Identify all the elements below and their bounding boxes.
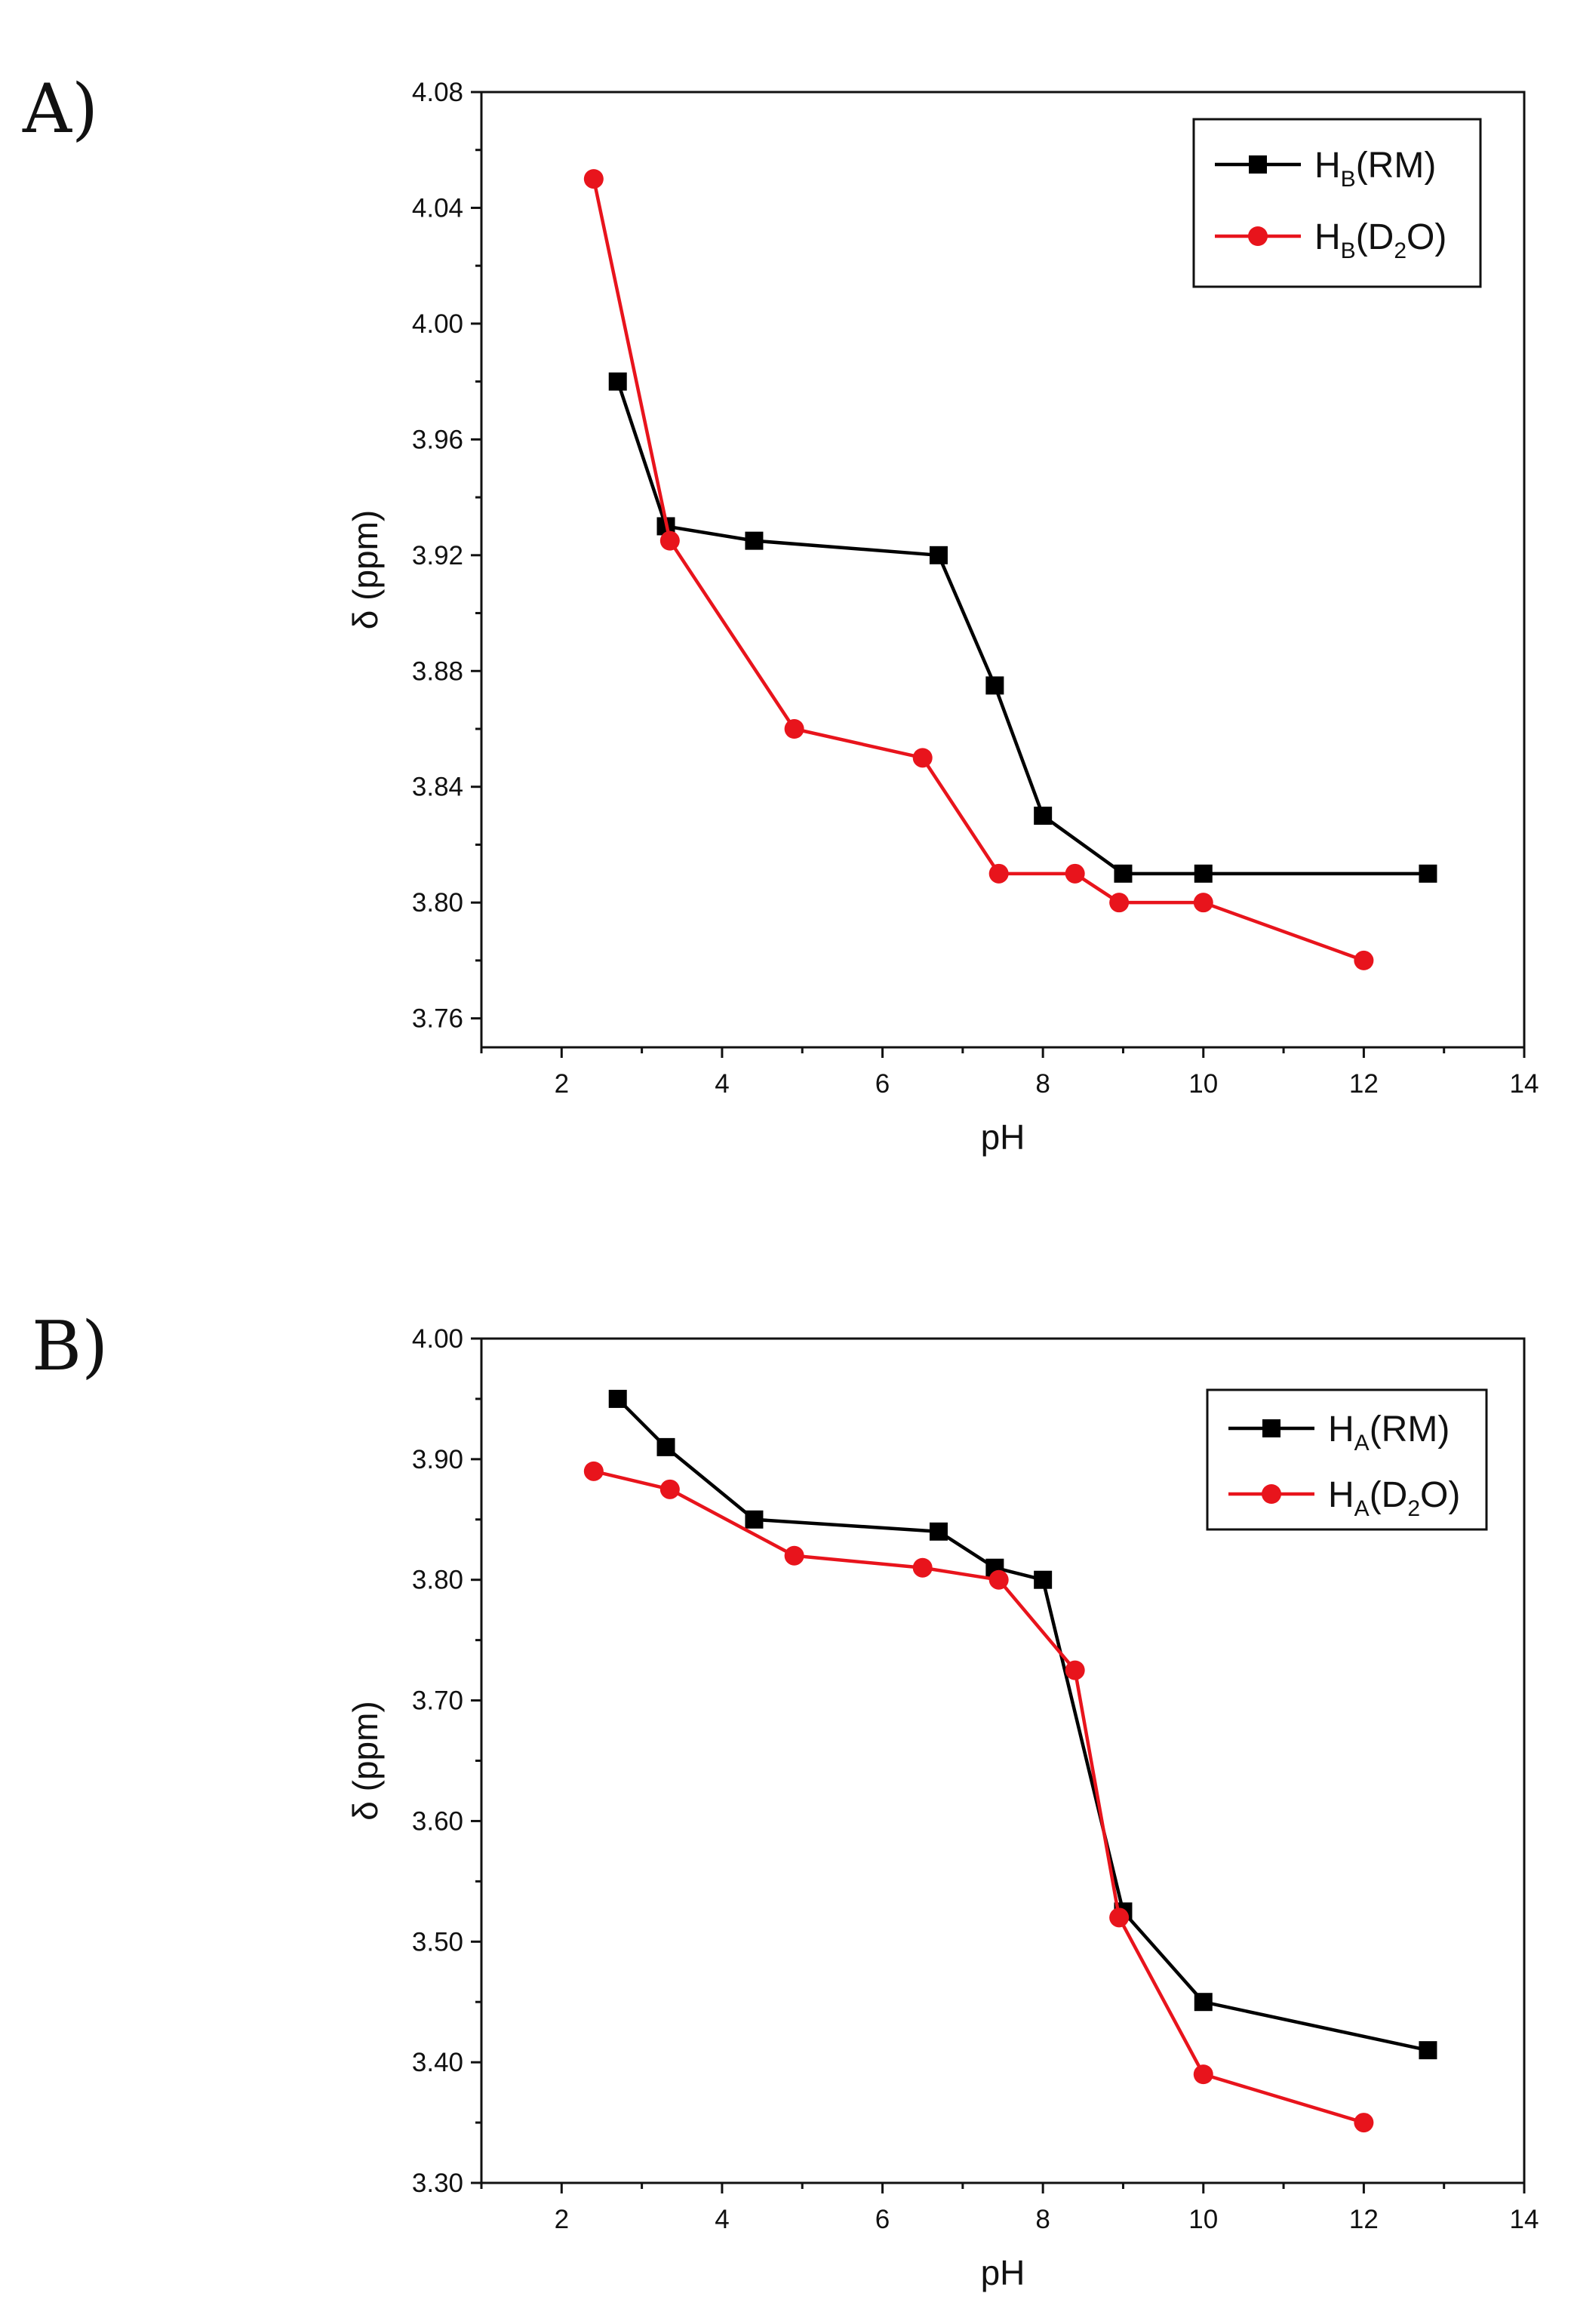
- data-point-circle: [1354, 950, 1374, 970]
- legend-marker-circle: [1262, 1484, 1281, 1504]
- data-point-square: [745, 1510, 764, 1529]
- data-point-circle: [784, 719, 804, 739]
- data-point-square: [1194, 864, 1213, 883]
- data-point-circle: [659, 530, 680, 551]
- y-tick-label: 3.84: [412, 773, 463, 802]
- y-tick-label: 4.00: [412, 1324, 463, 1354]
- data-point-square: [656, 1437, 675, 1456]
- x-tick-label: 2: [555, 2205, 569, 2234]
- y-tick-label: 4.04: [412, 193, 463, 223]
- legend-label: HB(RM): [1314, 146, 1436, 192]
- legend-box: [1192, 118, 1482, 288]
- chart-a: 2 4 6 8 10 12 14 3.76 3.80 3.84 3.88 3.92 3.96 4.00 4.…: [346, 78, 1539, 1157]
- legend-marker-circle: [1248, 226, 1268, 246]
- series-line-d2o: [592, 178, 1365, 963]
- x-tick-label: 14: [1510, 1069, 1539, 1099]
- data-point-circle: [1193, 893, 1213, 913]
- data-point-square: [1034, 1570, 1053, 1589]
- data-point-circle: [912, 748, 933, 768]
- data-point-circle: [1109, 1907, 1130, 1928]
- data-point-circle: [583, 1461, 604, 1481]
- x-tick-label: 2: [555, 1069, 569, 1099]
- y-tick-label: 3.40: [412, 2048, 463, 2077]
- x-tick-label: 4: [715, 1069, 729, 1099]
- x-tick-label: 12: [1349, 2205, 1379, 2234]
- y-tick-label: 3.88: [412, 656, 463, 686]
- chart-b: 2 4 6 8 10 12 14 3.30 3.40 3.50 3.60 3.70 3.80 3.90 4.…: [346, 1324, 1539, 2292]
- y-tick-label: 3.80: [412, 888, 463, 918]
- y-tick-label: 3.90: [412, 1445, 463, 1474]
- data-point-square: [929, 1522, 948, 1541]
- legend: HA(RM) HA(D2O): [1206, 1388, 1488, 1531]
- plot-frame: [480, 91, 1526, 1049]
- data-point-circle: [912, 1557, 933, 1578]
- y-tick-label: 3.70: [412, 1686, 463, 1716]
- series-line-d2o: [593, 1469, 1365, 2125]
- data-point-square: [608, 372, 627, 391]
- x-tick-label: 6: [875, 1069, 890, 1099]
- legend-label: HA(RM): [1328, 1409, 1450, 1456]
- data-point-square: [1034, 807, 1053, 825]
- x-tick-label: 14: [1510, 2205, 1539, 2234]
- y-axis-label: δ (ppm): [346, 510, 385, 630]
- x-tick-label: 4: [715, 2205, 729, 2234]
- panel-label-b: B): [32, 1307, 108, 1386]
- legend-label: HA(D2O): [1328, 1475, 1460, 1521]
- legend: HB(RM) HB(D2O): [1192, 118, 1482, 288]
- data-point-circle: [659, 1479, 680, 1499]
- x-tick-label: 8: [1035, 1069, 1050, 1099]
- y-axis-label: δ (ppm): [346, 1701, 385, 1821]
- y-tick-label: 4.00: [412, 309, 463, 339]
- x-tick-label: 8: [1035, 2205, 1050, 2234]
- x-axis-label: pH: [981, 2253, 1025, 2292]
- legend-marker-square: [1262, 1419, 1280, 1437]
- data-point-circle: [1109, 893, 1130, 913]
- y-tick-label: 3.30: [412, 2169, 463, 2198]
- data-point-square: [608, 1389, 627, 1408]
- data-point-square: [1194, 1993, 1213, 2012]
- legend-marker-square: [1249, 155, 1267, 174]
- data-point-square: [929, 546, 948, 564]
- data-point-square: [1419, 864, 1437, 883]
- y-tick-label: 3.92: [412, 541, 463, 570]
- data-point-circle: [1065, 1660, 1085, 1680]
- data-point-circle: [1065, 863, 1085, 884]
- x-tick-label: 12: [1349, 1069, 1379, 1099]
- y-tick-label: 3.96: [412, 425, 463, 454]
- panel-label-a: A): [22, 69, 98, 149]
- data-point-square: [985, 676, 1004, 695]
- y-tick-label: 3.50: [412, 1927, 463, 1957]
- data-point-square: [1419, 2041, 1437, 2060]
- data-point-square: [745, 531, 764, 550]
- x-axis-label: pH: [981, 1117, 1025, 1157]
- y-tick-label: 3.76: [412, 1004, 463, 1034]
- data-point-circle: [784, 1545, 804, 1566]
- y-tick-label: 3.80: [412, 1566, 463, 1595]
- x-tick-label: 10: [1188, 2205, 1218, 2234]
- data-point-circle: [1193, 2064, 1213, 2085]
- data-point-square: [1114, 864, 1133, 883]
- data-point-circle: [988, 1569, 1009, 1590]
- legend-box: [1206, 1388, 1488, 1531]
- x-tick-label: 6: [875, 2205, 890, 2234]
- y-tick-label: 4.08: [412, 78, 463, 107]
- x-tick-label: 10: [1188, 1069, 1218, 1099]
- data-point-circle: [583, 169, 604, 189]
- legend-label: HB(D2O): [1314, 217, 1446, 263]
- data-point-circle: [988, 863, 1009, 884]
- data-point-circle: [1354, 2113, 1374, 2133]
- series-line-rm: [616, 380, 1428, 876]
- y-tick-label: 3.60: [412, 1806, 463, 1836]
